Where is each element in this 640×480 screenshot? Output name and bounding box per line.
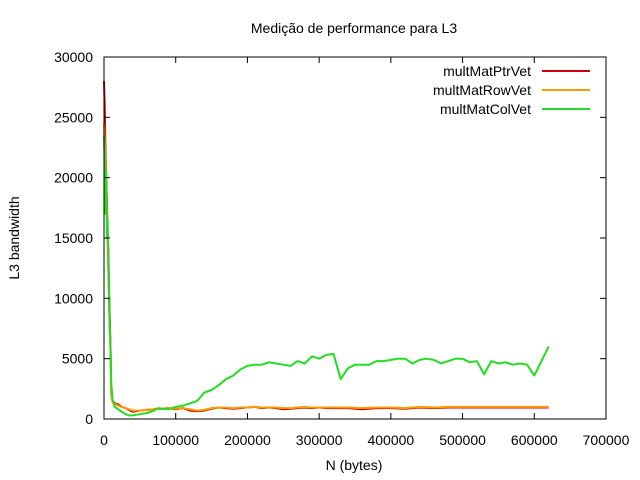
y-tick-label: 30000 [54, 49, 93, 65]
y-tick-label: 15000 [54, 230, 93, 246]
series-line-multMatColVet [103, 135, 550, 417]
x-tick-label: 200000 [224, 432, 271, 448]
y-tick-label: 0 [85, 411, 93, 427]
axis-ticks: 0 100000 200000 300000 400000 500000 600000 700… [54, 49, 630, 448]
x-tick-label: 400000 [367, 432, 414, 448]
legend-label-multMatColVet: multMatColVet [440, 101, 531, 117]
series-line-multMatPtrVet [103, 81, 549, 413]
x-tick-label: 100000 [152, 432, 199, 448]
y-tick-label: 5000 [62, 351, 93, 367]
series-lines [103, 81, 550, 417]
chart-title: Medição de performance para L3 [251, 20, 457, 36]
x-tick-label: 300000 [296, 432, 343, 448]
series-line-multMatRowVet [103, 123, 549, 412]
legend: multMatPtrVet multMatRowVet multMatColVet [433, 63, 590, 117]
legend-label-multMatPtrVet: multMatPtrVet [443, 63, 531, 79]
x-axis-label: N (bytes) [326, 457, 383, 473]
legend-label-multMatRowVet: multMatRowVet [433, 82, 531, 98]
y-tick-label: 10000 [54, 290, 93, 306]
y-tick-label: 25000 [54, 109, 93, 125]
x-tick-label: 600000 [511, 432, 558, 448]
x-tick-label: 0 [100, 432, 108, 448]
x-tick-label: 700000 [583, 432, 630, 448]
x-tick-label: 500000 [439, 432, 486, 448]
y-tick-label: 20000 [54, 170, 93, 186]
y-axis-label: L3 bandwidth [6, 196, 22, 279]
